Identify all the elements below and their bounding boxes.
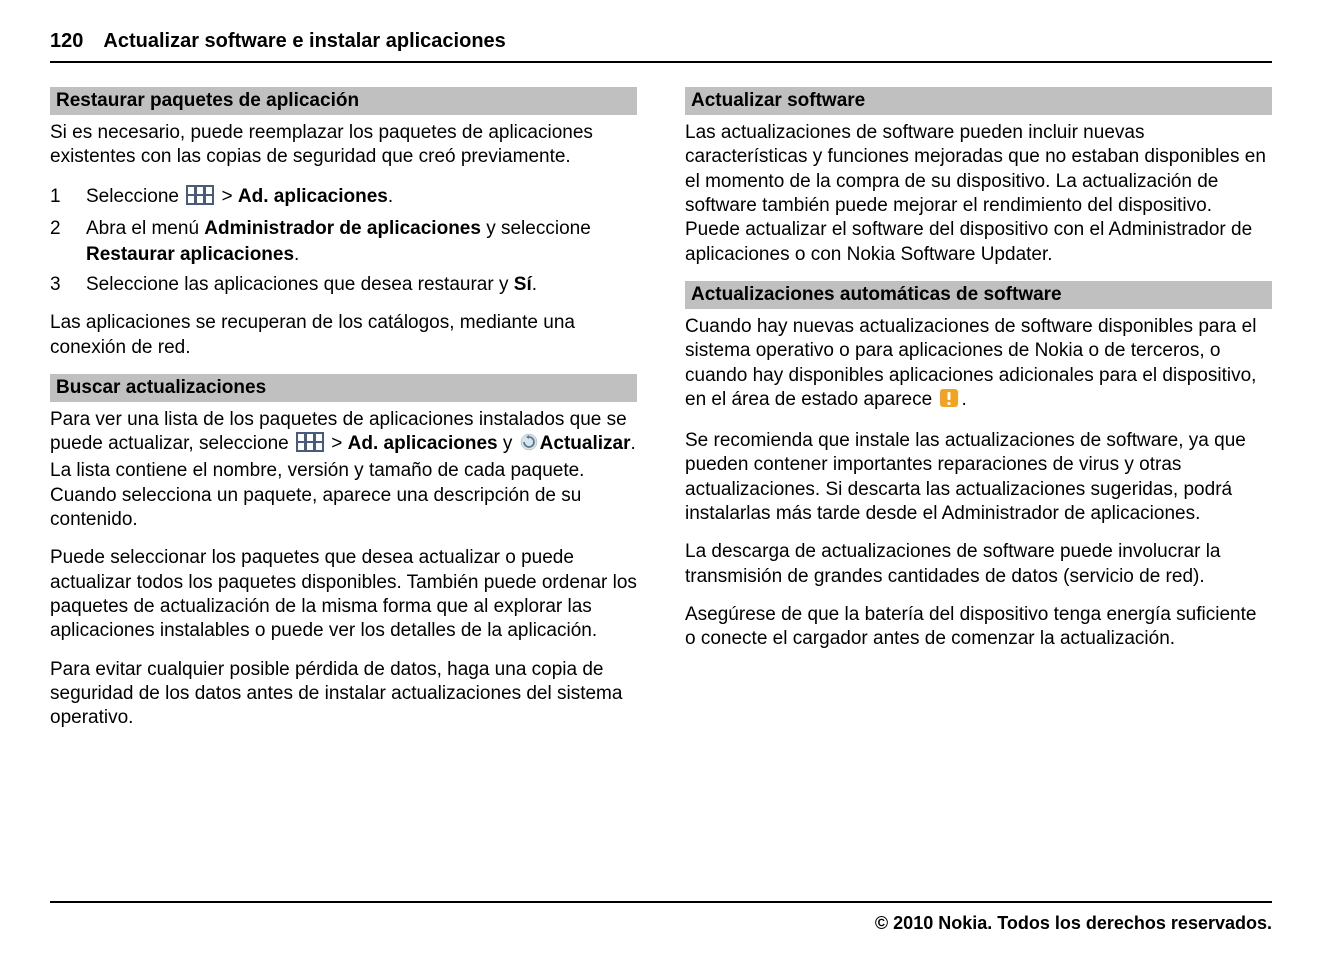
restore-steps: Seleccione > Ad. aplicaciones. Abra el m…: [50, 184, 637, 298]
su-p1-e: Actualizar: [540, 433, 631, 454]
step1-bold: Ad. aplicaciones: [238, 186, 388, 207]
step3-bold: Sí: [514, 274, 532, 295]
section-heading-restore: Restaurar paquetes de aplicación: [50, 87, 637, 115]
page-number: 120: [50, 30, 83, 52]
page-title: Actualizar software e instalar aplicacio…: [103, 30, 505, 52]
su-p1-b: >: [326, 433, 348, 454]
step2-bold-1: Administrador de aplicaciones: [204, 218, 481, 239]
au-p1-a: Cuando hay nuevas actualizaciones de sof…: [685, 316, 1256, 410]
restore-step-3: Seleccione las aplicaciones que desea re…: [50, 272, 637, 298]
left-column: Restaurar paquetes de aplicación Si es n…: [50, 81, 637, 881]
section-heading-auto-updates: Actualizaciones automáticas de software: [685, 281, 1272, 309]
au-p1-b: .: [961, 389, 966, 410]
section-heading-search-updates: Buscar actualizaciones: [50, 374, 637, 402]
right-column: Actualizar software Las actualizaciones …: [685, 81, 1272, 881]
section-heading-update-software: Actualizar software: [685, 87, 1272, 115]
apps-grid-icon: [186, 185, 214, 213]
auto-updates-p1: Cuando hay nuevas actualizaciones de sof…: [685, 315, 1272, 415]
auto-updates-p2: Se recomienda que instale las actualizac…: [685, 429, 1272, 526]
step2-text-e: .: [294, 244, 299, 265]
auto-updates-p4: Asegúrese de que la batería del disposit…: [685, 603, 1272, 652]
auto-updates-p3: La descarga de actualizaciones de softwa…: [685, 540, 1272, 589]
step1-text-d: .: [388, 186, 393, 207]
step2-text-c: y seleccione: [481, 218, 591, 239]
su-p1-d: y: [498, 433, 518, 454]
step1-text-a: Seleccione: [86, 186, 184, 207]
alert-icon: [939, 388, 959, 415]
update-software-p1: Las actualizaciones de software pueden i…: [685, 121, 1272, 267]
restore-step-1: Seleccione > Ad. aplicaciones.: [50, 184, 637, 213]
step2-bold-2: Restaurar aplicaciones: [86, 244, 294, 265]
refresh-icon: [520, 433, 538, 458]
step3-text-a: Seleccione las aplicaciones que desea re…: [86, 274, 514, 295]
su-p1-c: Ad. aplicaciones: [348, 433, 498, 454]
apps-grid-icon: [296, 432, 324, 459]
page-footer: © 2010 Nokia. Todos los derechos reserva…: [50, 901, 1272, 934]
search-updates-p3: Para evitar cualquier posible pérdida de…: [50, 658, 637, 731]
search-updates-p2: Puede seleccionar los paquetes que desea…: [50, 546, 637, 643]
restore-note: Las aplicaciones se recuperan de los cat…: [50, 311, 637, 360]
search-updates-p1: Para ver una lista de los paquetes de ap…: [50, 408, 637, 533]
step3-text-c: .: [532, 274, 537, 295]
step1-text-b: >: [216, 186, 238, 207]
restore-intro: Si es necesario, puede reemplazar los pa…: [50, 121, 637, 170]
page-header: 120 Actualizar software e instalar aplic…: [50, 30, 1272, 63]
step2-text-a: Abra el menú: [86, 218, 204, 239]
restore-step-2: Abra el menú Administrador de aplicacion…: [50, 216, 637, 267]
